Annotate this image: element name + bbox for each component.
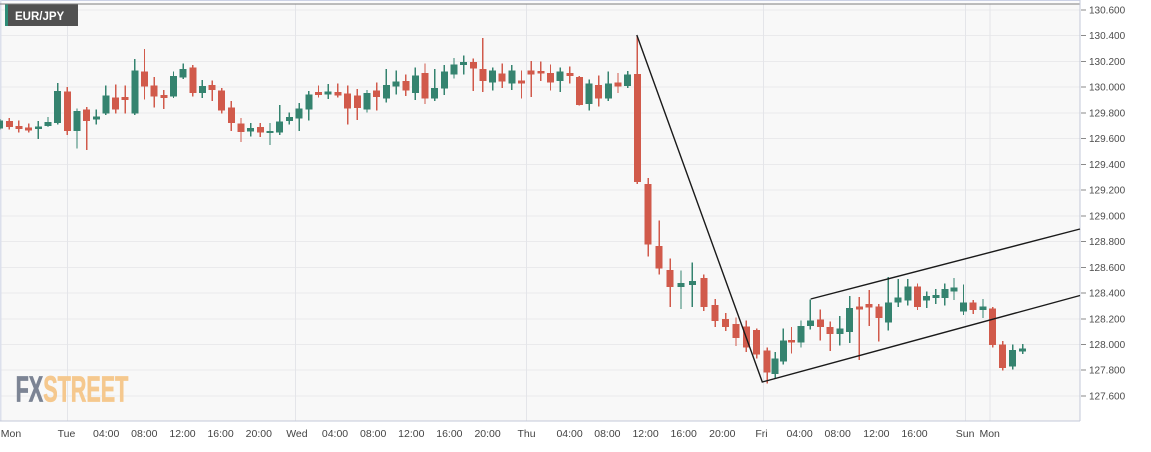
svg-text:04:00: 04:00: [93, 428, 119, 440]
svg-text:12:00: 12:00: [863, 428, 889, 440]
svg-text:Sun: Sun: [956, 428, 975, 440]
svg-text:16:00: 16:00: [436, 428, 462, 440]
svg-text:129.800: 129.800: [1089, 108, 1126, 119]
svg-text:Thu: Thu: [517, 428, 535, 440]
svg-text:128.600: 128.600: [1089, 263, 1126, 274]
svg-text:04:00: 04:00: [556, 428, 582, 440]
svg-text:127.800: 127.800: [1089, 366, 1126, 377]
svg-text:Mon: Mon: [1, 428, 22, 440]
svg-text:Tue: Tue: [58, 428, 76, 440]
svg-text:08:00: 08:00: [131, 428, 157, 440]
svg-text:129.200: 129.200: [1089, 186, 1126, 197]
svg-text:130.200: 130.200: [1089, 57, 1126, 68]
svg-text:20:00: 20:00: [246, 428, 272, 440]
svg-text:16:00: 16:00: [207, 428, 233, 440]
svg-text:Fri: Fri: [755, 428, 767, 440]
svg-text:129.000: 129.000: [1089, 211, 1126, 222]
svg-text:Mon: Mon: [979, 428, 1000, 440]
svg-text:128.800: 128.800: [1089, 237, 1126, 248]
svg-text:08:00: 08:00: [594, 428, 620, 440]
svg-text:16:00: 16:00: [671, 428, 697, 440]
svg-text:12:00: 12:00: [632, 428, 658, 440]
svg-text:12:00: 12:00: [398, 428, 424, 440]
svg-text:FXSTREET: FXSTREET: [16, 370, 129, 410]
svg-text:EUR/JPY: EUR/JPY: [15, 11, 65, 23]
svg-text:130.400: 130.400: [1089, 31, 1126, 42]
svg-text:04:00: 04:00: [322, 428, 348, 440]
svg-text:20:00: 20:00: [474, 428, 500, 440]
svg-text:128.400: 128.400: [1089, 289, 1126, 300]
svg-text:130.600: 130.600: [1089, 6, 1126, 17]
svg-text:128.200: 128.200: [1089, 314, 1126, 325]
svg-text:04:00: 04:00: [786, 428, 812, 440]
svg-text:08:00: 08:00: [360, 428, 386, 440]
svg-text:128.000: 128.000: [1089, 340, 1126, 351]
svg-text:16:00: 16:00: [901, 428, 927, 440]
svg-text:20:00: 20:00: [709, 428, 735, 440]
svg-text:129.400: 129.400: [1089, 160, 1126, 171]
svg-text:12:00: 12:00: [169, 428, 195, 440]
svg-text:130.000: 130.000: [1089, 83, 1126, 94]
svg-text:Wed: Wed: [286, 428, 308, 440]
svg-text:127.600: 127.600: [1089, 391, 1126, 402]
svg-text:08:00: 08:00: [825, 428, 851, 440]
svg-text:129.600: 129.600: [1089, 134, 1126, 145]
